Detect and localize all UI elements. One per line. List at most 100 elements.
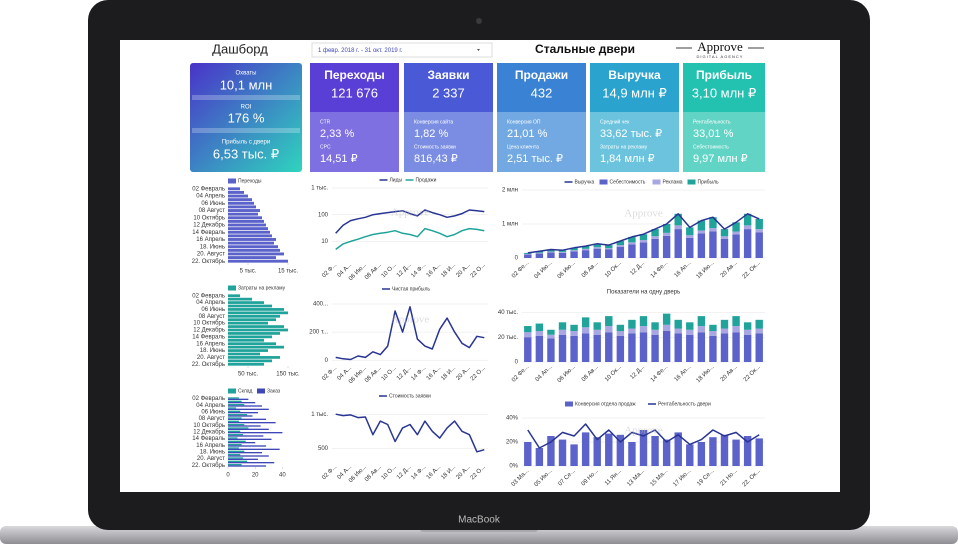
y-tick-label: 20. Август xyxy=(197,456,225,462)
bar xyxy=(605,245,613,249)
y-tick-label: 20 тыс. xyxy=(498,335,518,341)
y-tick-label: 0 xyxy=(515,256,519,262)
y-tick-label: 08 Август xyxy=(199,208,226,214)
bar xyxy=(228,440,246,442)
bar xyxy=(581,317,590,328)
bar xyxy=(720,434,729,466)
bar xyxy=(743,436,752,466)
bar xyxy=(228,442,256,444)
bar xyxy=(228,304,272,308)
bar xyxy=(524,442,532,466)
bar xyxy=(228,462,275,464)
legend-label: Реклама xyxy=(663,179,683,185)
bar xyxy=(228,447,239,449)
kpi-card-bottom xyxy=(404,112,493,172)
bar xyxy=(228,450,245,452)
bar xyxy=(524,254,532,258)
bar xyxy=(228,415,253,417)
kpi-detail-value: 33,01 % xyxy=(693,128,734,140)
bar xyxy=(674,328,682,334)
bar xyxy=(535,253,544,258)
bar xyxy=(558,251,567,253)
y-tick-label: 200 т... xyxy=(309,330,328,336)
x-tick-label: 0 xyxy=(226,473,230,479)
bar xyxy=(662,439,671,466)
bar xyxy=(228,425,261,427)
bar xyxy=(228,338,264,342)
kpi-detail-label: Цена клиента xyxy=(507,144,539,150)
bar xyxy=(570,247,578,251)
bar xyxy=(228,438,272,440)
y-tick-label: 18. Июнь xyxy=(200,348,225,354)
bar xyxy=(628,442,636,466)
bar xyxy=(228,454,241,456)
bar xyxy=(547,329,555,335)
bar xyxy=(547,334,555,339)
bar xyxy=(674,213,682,226)
bar xyxy=(228,308,284,311)
bar xyxy=(228,230,270,234)
legend-swatch xyxy=(599,179,608,185)
legend-swatch xyxy=(687,179,696,185)
y-tick-label: 40% xyxy=(506,416,519,422)
bar xyxy=(228,457,243,459)
bar xyxy=(524,252,532,254)
bar xyxy=(558,334,567,362)
bar xyxy=(228,445,267,447)
bar xyxy=(228,259,288,263)
legend-swatch xyxy=(257,388,265,394)
bar xyxy=(651,238,659,258)
legend-swatch xyxy=(565,401,573,407)
y-tick-label: 10 Октябрь xyxy=(193,321,225,327)
y-tick-label: 18. Июнь xyxy=(200,244,225,250)
kpi-detail-value: 2,33 % xyxy=(320,128,354,140)
y-tick-label: 0% xyxy=(509,464,518,470)
bar xyxy=(547,251,555,253)
bar xyxy=(228,352,260,356)
bar xyxy=(616,324,625,331)
bar xyxy=(674,229,682,258)
bar xyxy=(558,329,567,335)
logo: Approve xyxy=(697,39,743,54)
bar xyxy=(558,322,567,330)
legend-label: Прибыль xyxy=(698,179,720,185)
bar xyxy=(547,249,555,252)
bar xyxy=(662,331,671,362)
bar xyxy=(732,332,740,362)
date-range[interactable]: 1 февр. 2018 г. - 31 окт. 2019 г. xyxy=(318,48,403,54)
line xyxy=(335,413,485,453)
bar xyxy=(593,334,601,362)
bar xyxy=(228,216,262,220)
bar xyxy=(570,444,578,466)
y-tick-label: 1 тыс. xyxy=(311,186,328,192)
y-tick-label: 16 Апрель xyxy=(196,237,225,243)
x-tick-label: 5 тыс. xyxy=(240,269,257,275)
bar xyxy=(709,331,717,336)
bar xyxy=(720,333,729,362)
bar xyxy=(228,407,237,409)
bar xyxy=(535,448,544,466)
kpi-detail-label: Затраты на рекламу xyxy=(600,144,648,150)
bar xyxy=(228,245,278,249)
bar xyxy=(709,231,717,258)
legend-label: Конверсия отдела продаж xyxy=(575,401,636,407)
bar xyxy=(228,424,245,426)
date-picker[interactable] xyxy=(311,42,493,58)
y-tick-label: 12 Декабрь xyxy=(193,430,225,436)
bar xyxy=(616,434,625,466)
y-tick-label: 08 Август xyxy=(199,416,226,422)
bar xyxy=(558,439,567,466)
bar xyxy=(228,400,242,402)
bar xyxy=(228,435,264,437)
kpi-detail-value: 14,51 ₽ xyxy=(320,153,358,165)
bar xyxy=(228,448,280,450)
bar xyxy=(228,465,267,467)
bar xyxy=(593,248,601,258)
bar xyxy=(535,251,544,253)
x-tick-label: 15 тыс. xyxy=(278,269,298,275)
y-tick-label: 400... xyxy=(313,302,328,308)
kpi-detail-value: 1,84 млн ₽ xyxy=(600,153,655,165)
bar xyxy=(709,228,717,232)
bar xyxy=(720,328,729,334)
bar xyxy=(581,432,590,466)
